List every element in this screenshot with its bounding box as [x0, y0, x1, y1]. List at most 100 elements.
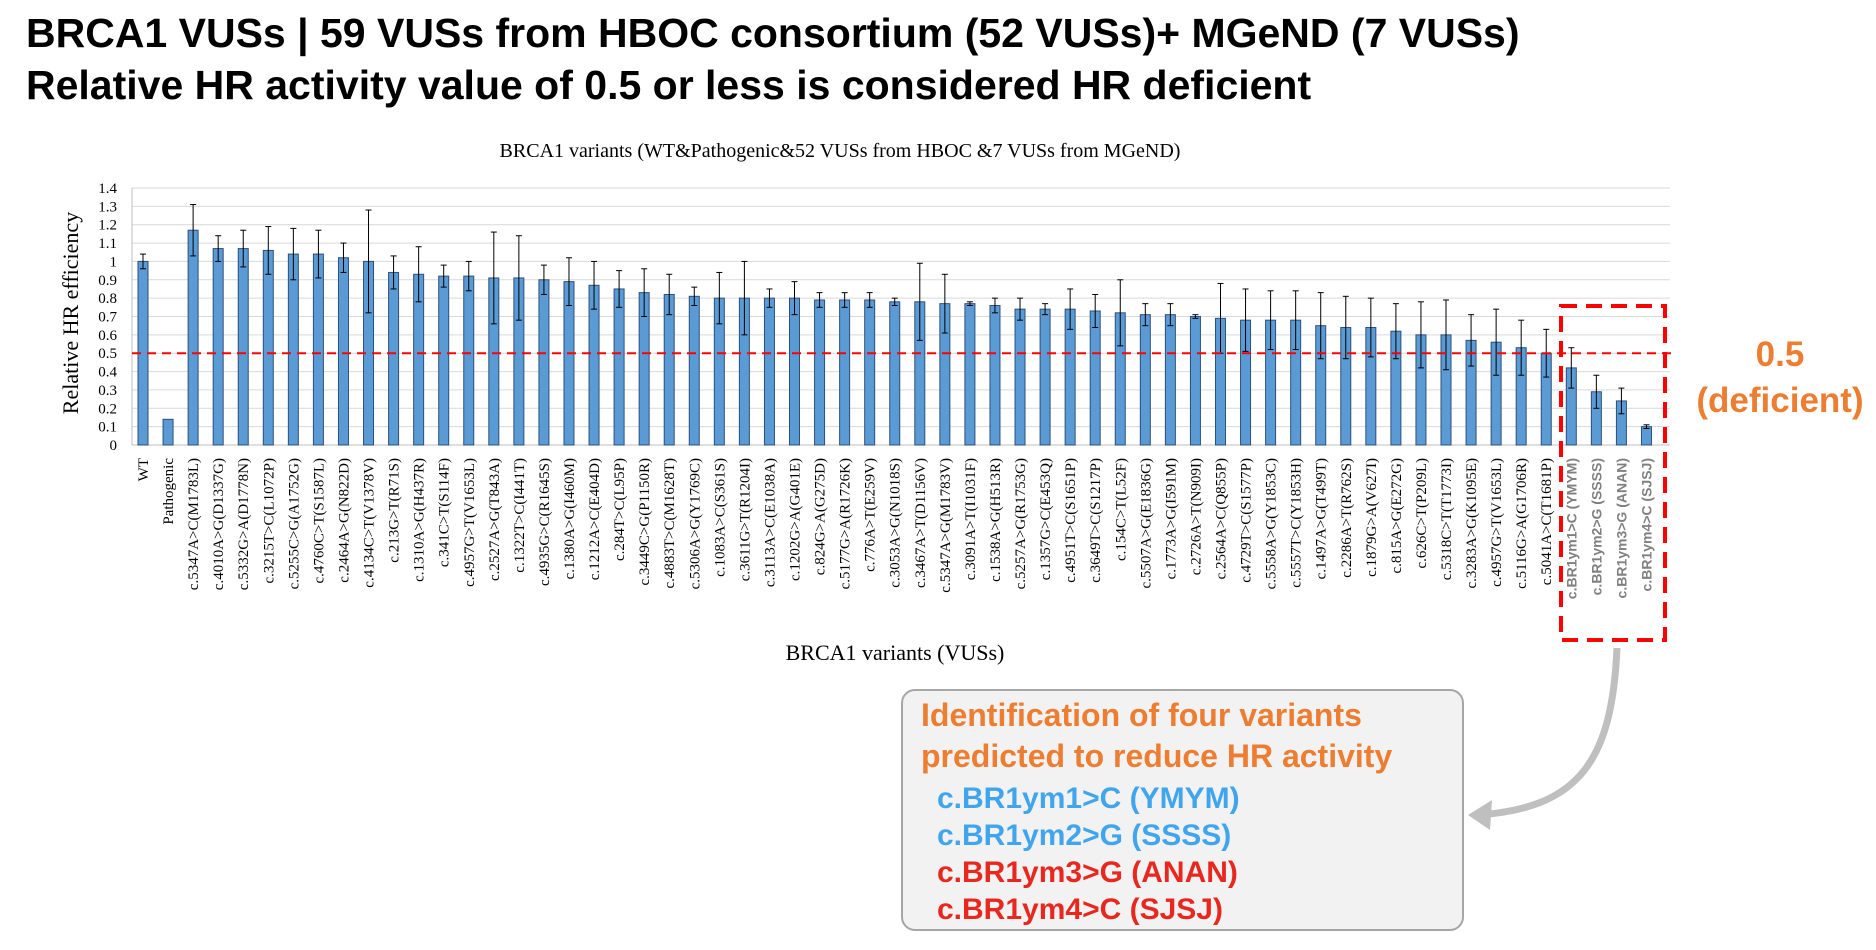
callout-variant-1: c.BR1ym1>C (YMYM): [937, 782, 1240, 815]
bar: [287, 253, 299, 446]
bar: [237, 248, 249, 446]
x-tick-label: c.4957G>T(V1653L): [462, 458, 478, 587]
x-tick-label: c.3215T>C(L1072P): [261, 458, 277, 584]
bar: [1089, 310, 1101, 446]
x-tick-label: c.5558A>G(Y1853C): [1264, 458, 1280, 589]
y-tick-label: 1.1: [98, 236, 117, 252]
x-tick-labels: WT Pathogenic c.5347A>C(M1783L) c.4010A>G(D…: [136, 458, 1654, 600]
bar: [789, 297, 801, 446]
threshold-label: 0.5 (deficient): [1680, 332, 1876, 424]
slide-title-line-1: BRCA1 VUSs | 59 VUSs from HBOC consortiu…: [26, 10, 1520, 56]
x-tick-label: c.4760C>T(S1587L): [311, 458, 327, 584]
x-tick-label: c.BR1ym1>C (YMYM): [1563, 458, 1579, 599]
x-tick-label: c.4134C>T(V1378V): [362, 458, 378, 588]
bar: [613, 288, 625, 446]
bar: [162, 418, 174, 446]
x-tick-label: c.1773A>G(I591M): [1163, 458, 1179, 579]
callout-heading-line-2: predicted to reduce HR activity: [921, 738, 1393, 774]
bar: [663, 293, 675, 446]
bar: [262, 249, 274, 446]
x-tick-label: c.341C>T(S114F): [437, 458, 453, 567]
bar: [538, 279, 550, 446]
threshold-note: (deficient): [1696, 381, 1864, 420]
x-tick-label: c.1357G>C(E453Q): [1038, 458, 1054, 580]
y-tick-label: 0.4: [98, 365, 117, 381]
x-axis-label: BRCA1 variants (VUSs): [786, 640, 1005, 665]
bar: [463, 275, 475, 446]
x-tick-label: c.5177G>A(R1726K): [838, 458, 854, 589]
x-tick-label: c.4935G>C(R1645S): [537, 458, 553, 586]
x-tick-label: c.3649T>C(S1217P): [1088, 458, 1104, 583]
bar: [1014, 308, 1026, 446]
callout-heading-line-1: Identification of four variants: [921, 697, 1362, 733]
x-tick-label: c.213G>T(R71S): [387, 458, 403, 563]
y-tick-label: 0.9: [98, 273, 117, 289]
x-tick-label: c.2726A>T(N909I): [1188, 458, 1204, 575]
bar: [1139, 314, 1151, 446]
bar: [1189, 316, 1201, 446]
x-tick-label: c.5507A>G(E1836G): [1138, 458, 1154, 589]
x-tick-label: c.1083A>C(S361S): [712, 458, 728, 577]
bars: [137, 204, 1652, 446]
bar: [312, 253, 324, 446]
y-axis-label: Relative HR efficiency: [58, 212, 83, 414]
bar: [688, 295, 700, 446]
x-tick-label: Pathogenic: [161, 458, 177, 525]
bar: [839, 299, 851, 446]
x-tick-label: c.2464A>G(N822D): [336, 458, 352, 583]
x-tick-label: c.4729T>C(S1577P): [1239, 458, 1255, 583]
y-tick-label: 0.2: [98, 401, 117, 417]
callout-variant-2: c.BR1ym2>G (SSSS): [937, 819, 1232, 852]
bar: [388, 271, 400, 446]
bar: [1164, 314, 1176, 446]
x-tick-label: c.4957G>T(V1653L): [1489, 458, 1505, 587]
x-tick-label: c.4883T>C(M1628T): [662, 458, 678, 589]
x-tick-label: c.5255C>G(A1752G): [286, 458, 302, 589]
x-tick-label: c.BR1ym2>G (SSSS): [1588, 458, 1604, 595]
x-tick-label: c.5257A>G(R1753G): [1013, 458, 1029, 589]
callout-arrowhead: [1468, 800, 1492, 830]
x-tick-label: c.3611G>T(R1204I): [737, 458, 753, 581]
bar: [1039, 308, 1051, 446]
x-tick-label: c.5347A>C(M1783L): [186, 458, 202, 590]
x-tick-label: c.BR1ym4>C (SJSJ): [1638, 458, 1654, 591]
y-tick-label: 1.3: [98, 199, 117, 215]
y-tick-labels: 0 0.1 0.2 0.3 0.4 0.5 0.6 0.7 0.8 0.9 1 1.1 1.2 1.3 1.…: [98, 181, 117, 454]
bar: [989, 304, 1001, 446]
x-tick-label: c.5041A>C(T1681P): [1539, 458, 1555, 585]
bar: [212, 248, 224, 446]
x-tick-label: c.1879G>A(V627I): [1364, 458, 1380, 577]
bar: [889, 301, 901, 446]
x-tick-label: c.824G>A(G275D): [813, 458, 829, 575]
bar: [187, 229, 199, 446]
x-tick-label: c.3449C>G(P1150R): [637, 458, 653, 586]
x-tick-label: c.3091A>T(I1031F): [963, 458, 979, 580]
x-tick-label: c.626C>T(P209L): [1414, 458, 1430, 569]
bar: [563, 281, 575, 446]
callout-arrow: [1477, 647, 1621, 819]
bar: [964, 303, 976, 446]
bar: [337, 257, 349, 446]
grid: [131, 187, 1670, 446]
x-tick-label: c.1380A>G(I460M): [562, 458, 578, 579]
x-tick-label: WT: [136, 458, 152, 481]
y-tick-label: 1.2: [98, 218, 117, 234]
y-tick-label: 0.3: [98, 383, 117, 399]
x-tick-label: c.3053A>G(N1018S): [888, 458, 904, 588]
x-tick-label: c.5318C>T(T1773I): [1439, 458, 1455, 580]
x-tick-label: c.1497A>G(T499T): [1314, 458, 1330, 579]
x-tick-label: c.154C>T(L52F): [1113, 458, 1129, 561]
callout-variant-3: c.BR1ym3>G (ANAN): [937, 856, 1238, 889]
x-tick-label: c.2527A>G(T843A): [487, 458, 503, 581]
x-tick-label: c.1538A>G(H513R): [988, 458, 1004, 582]
x-tick-label: c.776A>T(E259V): [863, 458, 879, 572]
bar: [814, 299, 826, 446]
x-tick-label: c.3467A>T(D1156V): [913, 458, 929, 588]
x-tick-label: c.815A>G(E272G): [1389, 458, 1405, 574]
threshold-value: 0.5: [1755, 335, 1805, 374]
y-tick-label: 0.1: [98, 420, 117, 436]
x-tick-label: c.3113A>C(E1038A): [762, 458, 778, 587]
x-tick-label: c.5116G>A(G1706R): [1514, 458, 1530, 589]
x-tick-label: c.284T>C(L95P): [612, 458, 628, 561]
